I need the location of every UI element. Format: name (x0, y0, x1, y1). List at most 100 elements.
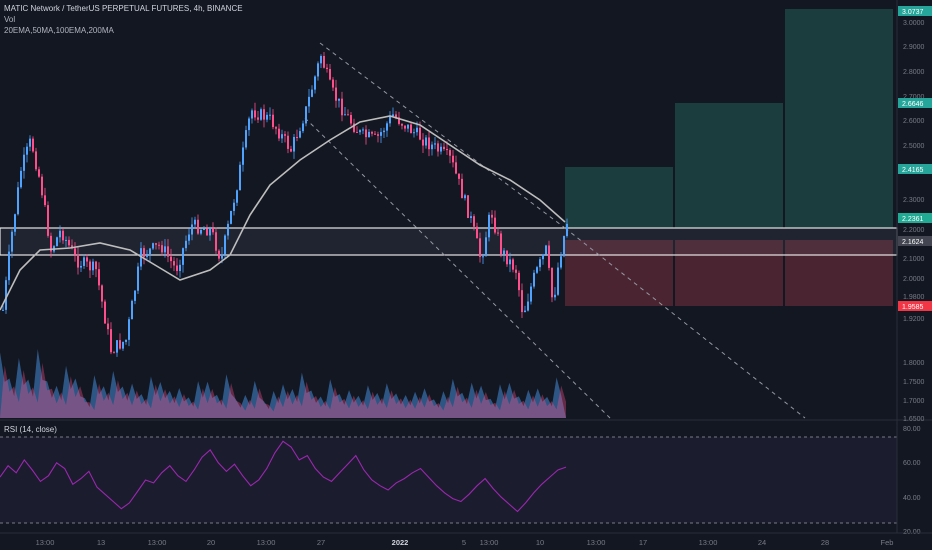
candle (158, 241, 160, 250)
candle (11, 229, 13, 258)
candle (2, 305, 4, 311)
rsi-tick-label: 40.00 (903, 495, 921, 502)
candle (83, 254, 85, 269)
candle (485, 231, 487, 257)
long-position-zones[interactable] (565, 9, 893, 306)
candle (518, 270, 520, 297)
profit-zone-3 (785, 9, 893, 228)
candle (554, 287, 556, 301)
candle (185, 235, 187, 252)
candle (356, 126, 358, 133)
candle (497, 227, 499, 236)
candle (257, 110, 259, 124)
moving-averages-label[interactable]: 20EMA,50MA,100EMA,200MA (4, 26, 114, 35)
candle (536, 265, 538, 274)
candle (530, 283, 532, 305)
candle (482, 253, 484, 264)
candle (122, 341, 124, 351)
candle (539, 256, 541, 272)
candle (320, 54, 322, 69)
candle (506, 250, 508, 267)
candle (323, 52, 325, 69)
time-tick-label: 13:00 (480, 538, 499, 547)
candle (182, 247, 184, 273)
candle (377, 131, 379, 143)
candle (365, 125, 367, 145)
candle (314, 75, 316, 94)
price-tick-label: 3.0000 (903, 20, 925, 27)
price-tick-label: 1.9800 (903, 294, 925, 301)
candle (107, 317, 109, 335)
candle (509, 252, 511, 273)
time-tick-label: 5 (462, 538, 466, 547)
volume-indicator-label[interactable]: Vol (4, 15, 16, 24)
loss-zone-1 (565, 240, 673, 306)
candle (215, 227, 217, 254)
candle (275, 126, 277, 135)
candle (128, 316, 130, 347)
support-resistance-box[interactable] (0, 227, 898, 256)
symbol-title[interactable]: MATIC Network / TetherUS PERPETUAL FUTUR… (4, 4, 243, 13)
candle (359, 129, 361, 135)
candle (212, 222, 214, 235)
candle (32, 136, 34, 153)
price-badge: 1.9585 (898, 301, 932, 311)
channel-upper-extension[interactable] (564, 227, 806, 419)
candle (404, 125, 406, 132)
candle (59, 225, 61, 243)
candle (98, 262, 100, 291)
candle (224, 234, 226, 259)
price-tick-label: 2.8000 (903, 69, 925, 76)
candle (104, 299, 106, 324)
rsi-tick-label: 60.00 (903, 460, 921, 467)
candle (155, 242, 157, 250)
candle (431, 141, 433, 156)
candle (362, 127, 364, 135)
candle (125, 339, 127, 345)
candle (305, 106, 307, 127)
candle (434, 137, 436, 150)
candle (422, 133, 424, 153)
candle (110, 322, 112, 355)
candle (425, 135, 427, 149)
channel-lower-line[interactable] (304, 117, 611, 419)
candle (173, 257, 175, 272)
candle (245, 125, 247, 150)
candle (209, 226, 211, 241)
candle (266, 112, 268, 123)
price-tick-label: 2.0000 (903, 276, 925, 283)
candle (281, 129, 283, 144)
candle (563, 235, 565, 258)
candle (458, 173, 460, 185)
rsi-indicator-label[interactable]: RSI (14, close) (4, 425, 57, 434)
candle (557, 262, 559, 296)
time-tick-label: 13 (97, 538, 105, 547)
candle (68, 236, 70, 248)
candle (326, 63, 328, 73)
price-axis[interactable]: 3.0000 2.9000 2.8000 2.7000 2.6000 2.5000 2.30… (903, 20, 925, 423)
candle (521, 283, 523, 319)
chart-header: MATIC Network / TetherUS PERPETUAL FUTUR… (4, 3, 243, 36)
candle (86, 254, 88, 267)
price-tick-label: 1.6500 (903, 416, 925, 423)
candle (524, 305, 526, 313)
price-tick-label: 2.6000 (903, 118, 925, 125)
rsi-line (0, 440, 567, 513)
candle (407, 124, 409, 133)
candle (44, 187, 46, 208)
candle (41, 173, 43, 199)
loss-zone-2 (675, 240, 783, 306)
candle (449, 148, 451, 164)
candle (383, 127, 385, 139)
time-tick-label: 20 (207, 538, 215, 547)
time-axis[interactable]: 13:00 13 13:00 20 13:00 27 2022 5 13:00 10 13:00 17… (36, 538, 894, 547)
candle (413, 128, 415, 138)
channel-upper-line[interactable] (319, 42, 566, 229)
candle (278, 123, 280, 142)
candle (77, 247, 79, 275)
candle (194, 216, 196, 229)
candle (260, 107, 262, 121)
moving-average-line[interactable] (0, 115, 566, 311)
